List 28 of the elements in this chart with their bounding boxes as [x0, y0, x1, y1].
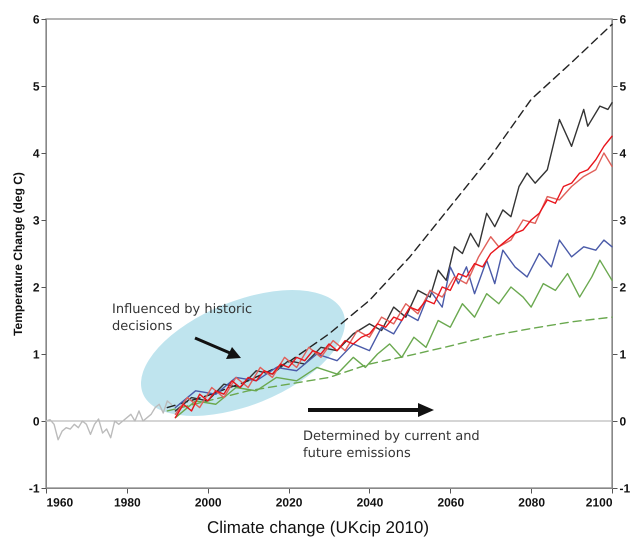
- y-tick-label: 0: [32, 414, 40, 428]
- x-tick-label: 2000: [194, 496, 222, 510]
- y-tick-label: 2: [32, 280, 40, 294]
- text: Climate change (UKcip 2010): [206, 518, 430, 538]
- x-tick-label: 1980: [114, 496, 142, 510]
- x-tick-label: 2060: [437, 496, 464, 510]
- y2-tick-label: 5: [620, 80, 626, 94]
- y2-tick-label: 0: [620, 414, 626, 428]
- y-tick-label: 3: [32, 214, 40, 228]
- y2-tick-label: 2: [620, 280, 626, 294]
- y-tick-label: 5: [32, 80, 40, 94]
- y2-tick-label: -1: [620, 482, 630, 496]
- y-tick-label: 1: [32, 348, 40, 362]
- x-tick-label: 2080: [518, 496, 546, 510]
- x-tick-label: 2100: [586, 496, 613, 510]
- y2-tick-label: 1: [620, 348, 626, 362]
- y2-tick-label: 3: [620, 214, 626, 228]
- y-tick-label: -1: [28, 482, 40, 496]
- y-tick-label: 4: [32, 146, 40, 160]
- x-tick-label: 2020: [276, 496, 303, 510]
- x-tick-label: 1960: [46, 496, 74, 510]
- annotation: Influenced by historic decisions: [112, 301, 254, 335]
- y-tick-label: 6: [32, 12, 40, 26]
- annotation: Determined by current and future emissions: [303, 428, 481, 462]
- y2-tick-label: 6: [620, 12, 626, 26]
- x-tick-label: 2040: [356, 496, 384, 510]
- y-axis-title: Temperature Change (deg C): [10, 172, 25, 336]
- y2-tick-label: 4: [620, 146, 626, 160]
